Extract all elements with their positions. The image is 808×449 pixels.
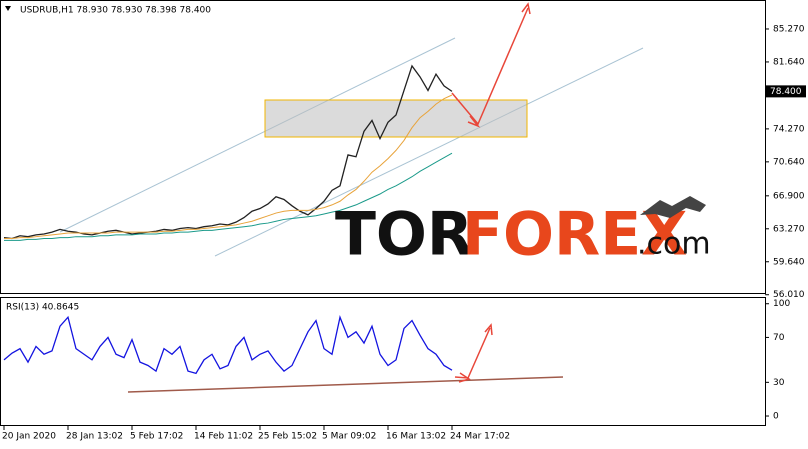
channel-lower <box>214 47 644 257</box>
y-tick-label: 63.270 <box>773 224 805 234</box>
series-line <box>4 152 453 241</box>
x-tick-label: 5 Mar 09:02 <box>322 432 376 442</box>
logo-com: .com <box>637 227 711 262</box>
x-tick-label: 16 Mar 13:02 <box>386 432 446 442</box>
y-tick-label: 74.270 <box>773 124 805 134</box>
y-tick-label: 0 <box>773 412 779 422</box>
last-price-box <box>766 85 806 98</box>
rsi-trendline <box>127 376 564 393</box>
x-tick-label: 24 Mar 17:02 <box>450 432 510 442</box>
y-tick-label: 56.010 <box>773 290 805 300</box>
y-tick-label: 81.640 <box>773 57 805 67</box>
resistance-zone <box>264 99 528 138</box>
y-tick-label: 85.270 <box>773 24 805 34</box>
series-line <box>3 314 453 375</box>
x-tick-label: 28 Jan 13:02 <box>66 432 123 442</box>
y-tick-label: 70.640 <box>773 157 805 167</box>
symbol-header: USDRUB,H1 78.930 78.930 78.398 78.400 <box>20 6 211 16</box>
logo-bull <box>640 196 706 218</box>
channel-upper <box>59 37 456 233</box>
last-price-label: 78.400 <box>770 87 802 97</box>
series-line <box>4 94 453 240</box>
y-tick-label: 66.900 <box>773 191 805 201</box>
series-layer <box>3 64 453 375</box>
x-tick-label: 20 Jan 2020 <box>2 432 56 442</box>
x-tick-label: 25 Feb 15:02 <box>258 432 317 442</box>
forecast-arrows <box>451 2 531 383</box>
header-arrow <box>5 6 11 11</box>
x-tick-label: 14 Feb 11:02 <box>194 432 253 442</box>
price-panel <box>0 0 766 294</box>
rsi-header: RSI(13) 40.8645 <box>6 303 79 313</box>
x-tick-label: 5 Feb 17:02 <box>130 432 183 442</box>
y-tick-label: 70 <box>773 333 785 343</box>
y-tick-label: 59.640 <box>773 257 805 267</box>
logo-tor: TOR <box>335 200 473 270</box>
y-tick-label: 100 <box>773 299 790 309</box>
rsi-panel <box>0 297 766 426</box>
y-tick-label: 30 <box>773 378 785 388</box>
